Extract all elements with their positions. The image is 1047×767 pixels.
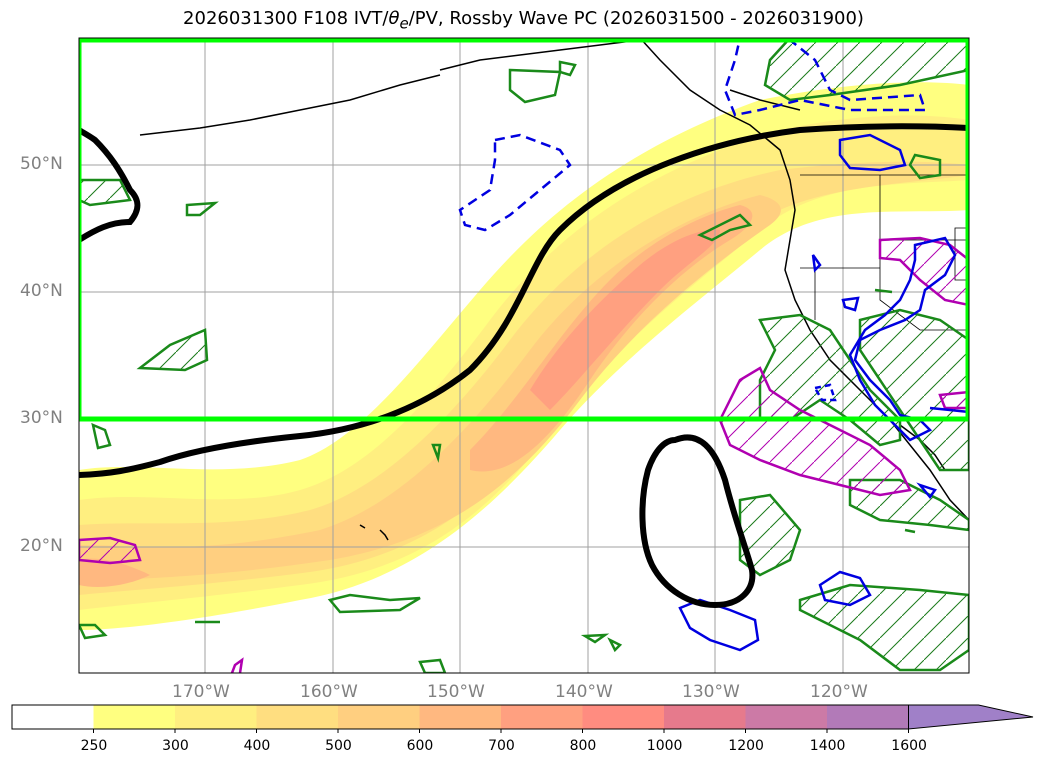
colorbar-tick-label: 300 xyxy=(162,738,189,754)
colorbar-tick-label: 1600 xyxy=(891,738,927,754)
colorbar-segment xyxy=(93,705,176,729)
lon-label-130w: 130°W xyxy=(682,682,740,702)
lon-label-170w: 170°W xyxy=(172,682,230,702)
magenta-hatched-regions xyxy=(79,236,969,565)
map-plot-area xyxy=(79,38,969,673)
lon-label-150w: 150°W xyxy=(427,682,485,702)
plot-frame xyxy=(78,37,970,674)
lat-label-20n: 20°N xyxy=(20,536,63,556)
lat-label-40n: 40°N xyxy=(20,281,63,301)
map-title: 2026031300 F108 IVT/θe/PV, Rossby Wave P… xyxy=(0,8,1047,33)
colorbar-tick-label: 800 xyxy=(569,738,597,754)
colorbar-tick-label: 1200 xyxy=(728,738,764,754)
title-run: 2026031300 xyxy=(183,8,298,29)
ivt-shading xyxy=(79,82,969,630)
colorbar-tick-label: 600 xyxy=(406,738,434,754)
colorbar-tick-label: 700 xyxy=(488,738,515,754)
colorbar-tick-label: 1400 xyxy=(809,738,846,754)
green-hatched-regions xyxy=(79,38,969,672)
colorbar-segment xyxy=(827,705,909,729)
colorbar-tick-label: 250 xyxy=(80,738,108,754)
lon-label-140w: 140°W xyxy=(555,682,613,702)
lon-label-160w: 160°W xyxy=(300,682,358,702)
colorbar-extend-arrow xyxy=(908,704,1034,730)
coastlines xyxy=(139,38,969,541)
colorbar-segment xyxy=(338,705,420,729)
highlight-box xyxy=(79,38,969,422)
blue-contours xyxy=(458,38,969,652)
magenta-contour-small xyxy=(230,657,244,673)
black-contours xyxy=(79,123,969,609)
colorbar-tick-label: 1000 xyxy=(646,738,683,754)
lon-label-120w: 120°W xyxy=(810,682,868,702)
colorbar-segment xyxy=(175,705,257,729)
colorbar-segment xyxy=(12,705,94,729)
colorbar-tick-label: 400 xyxy=(243,738,271,754)
colorbar-outline xyxy=(11,704,909,730)
title-fields: IVT/θe/PV, Rossby Wave PC (2026031500 - … xyxy=(353,8,864,33)
colorbar-segment xyxy=(501,705,583,729)
colorbar-segment xyxy=(419,705,502,729)
colorbar-segment xyxy=(745,705,828,729)
colorbar xyxy=(11,704,1034,733)
green-contours xyxy=(79,60,942,673)
colorbar-segment xyxy=(256,705,339,729)
lat-label-30n: 30°N xyxy=(20,408,63,428)
lat-label-50n: 50°N xyxy=(20,154,63,174)
colorbar-segment xyxy=(664,705,746,729)
colorbar-tick-label: 500 xyxy=(325,738,352,754)
colorbar-segment xyxy=(582,705,665,729)
title-forecast: F108 xyxy=(303,8,349,29)
